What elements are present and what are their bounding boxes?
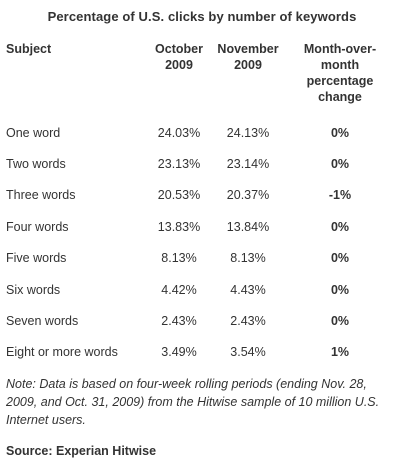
header-line-change-1: month [320,58,360,72]
cell-change: 0% [330,125,350,140]
cell-november-2009: 20.37% [226,188,270,203]
cell-subject: One word [6,125,61,140]
cell-subject: Four words [6,219,69,234]
header-line-october-1: 2009 [165,58,193,72]
header-line-november-1: 2009 [234,58,262,72]
header-november-2009: November 2009 [214,37,282,117]
cell-subject: Two words [6,157,66,172]
cell-october-2009: 13.83% [157,219,201,234]
header-line-subject-0: Subject [6,42,52,56]
cell-subject: Six words [6,282,61,297]
header-line-november-0: November [217,42,279,56]
cell-subject: Eight or more words [6,345,118,360]
cell-october-2009: 4.42% [161,282,197,297]
cell-october-2009: 23.13% [157,157,201,172]
cell-change: 0% [330,251,350,266]
header-line-change-0: Month-over- [303,42,377,56]
cell-subject: Seven words [6,314,79,329]
cell-november-2009: 4.43% [230,282,266,297]
cell-november-2009: 24.13% [226,125,270,140]
table-row: Four words 13.83% 13.84% 0% [6,211,398,242]
header-line-change-2: percentage [306,74,374,88]
table-row: Three words 20.53% 20.37% -1% [6,180,398,211]
header-october-2009: October 2009 [144,37,214,117]
table-body: One word 24.03% 24.13% 0% Two words 23.13% 23.… [6,117,398,368]
keywords-table: Subject October 2009 November 2009 Month-o… [6,37,398,368]
data-source: Source: Experian Hitwise [6,444,157,458]
cell-october-2009: 24.03% [157,125,201,140]
cell-october-2009: 8.13% [161,251,197,266]
header-subject: Subject [6,37,144,117]
table-row: Seven words 2.43% 2.43% 0% [6,305,398,336]
header-line-change-3: change [318,90,362,104]
cell-change: 1% [330,345,350,360]
cell-october-2009: 20.53% [157,188,201,203]
cell-change: 0% [330,314,350,329]
table-row: Two words 23.13% 23.14% 0% [6,148,398,179]
table-row: Five words 8.13% 8.13% 0% [6,243,398,274]
cell-change: 0% [330,282,350,297]
header-line-october-0: October [155,42,203,56]
cell-october-2009: 3.49% [161,345,197,360]
data-note: Note: Data is based on four-week rolling… [6,377,380,427]
table-row: Eight or more words 3.49% 3.54% 1% [6,337,398,368]
cell-october-2009: 2.43% [161,314,197,329]
chart-title: Percentage of U.S. clicks by number of k… [47,9,357,24]
cell-november-2009: 23.14% [226,157,270,172]
cell-change: 0% [330,157,350,172]
table-row: Six words 4.42% 4.43% 0% [6,274,398,305]
cell-subject: Three words [6,188,76,203]
header-row: Subject October 2009 November 2009 Month-o… [6,37,398,117]
header-month-over-month-change: Month-over-month percentage change [282,37,398,117]
cell-subject: Five words [6,251,67,266]
cell-november-2009: 13.84% [226,219,270,234]
table-row: One word 24.03% 24.13% 0% [6,117,398,148]
cell-change: -1% [328,188,352,203]
cell-november-2009: 3.54% [230,345,266,360]
cell-november-2009: 8.13% [230,251,266,266]
cell-november-2009: 2.43% [230,314,266,329]
cell-change: 0% [330,219,350,234]
